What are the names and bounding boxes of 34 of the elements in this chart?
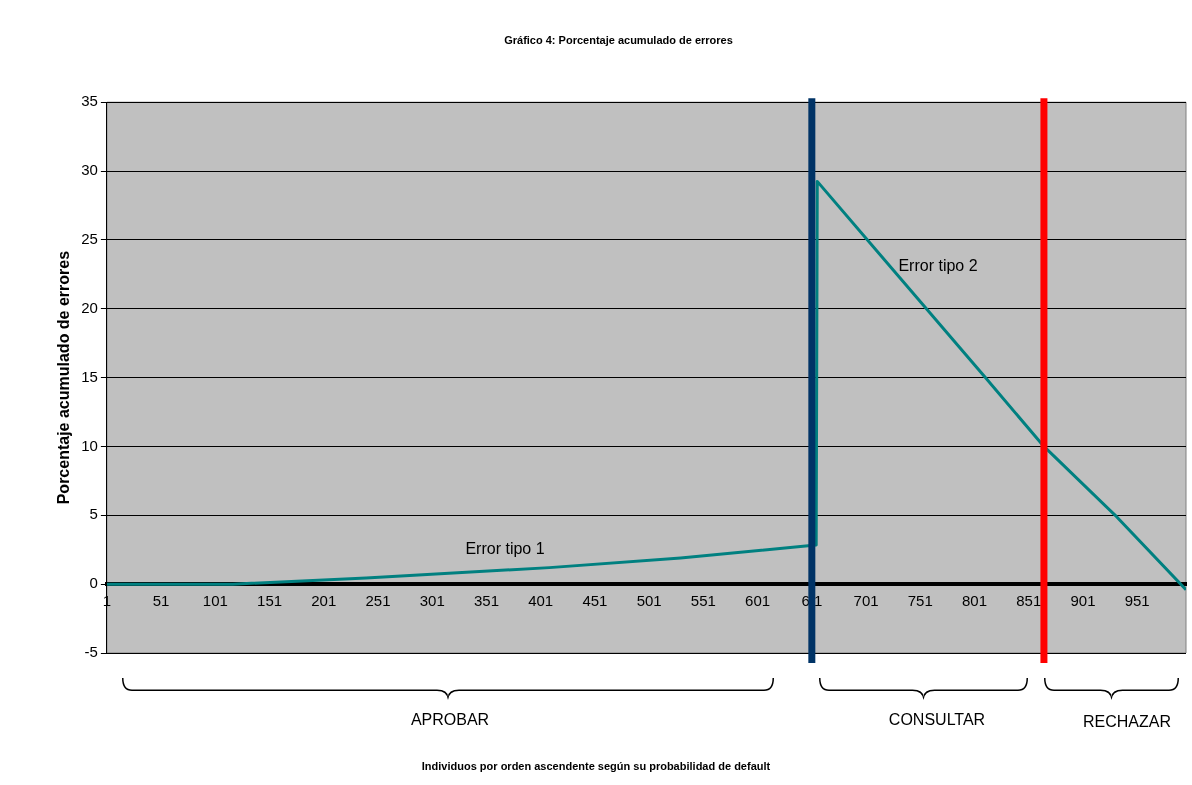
x-tick-label: 951 [1124,592,1150,610]
chart-title: Gráfico 4: Porcentaje acumulado de errores [504,33,733,46]
x-tick-label: 601 [745,592,771,610]
x-tick-label: 351 [473,592,499,610]
x-tick-label: 51 [152,592,170,610]
y-tick-label: 10 [81,436,98,454]
x-tick-label: 401 [528,592,554,610]
y-tick-label: 0 [89,574,98,592]
x-tick-label: 751 [907,592,933,610]
text: APROBAR [410,711,490,729]
y-tick-label: 20 [81,298,98,316]
text: RECHAZAR [1082,713,1172,731]
x-tick-label: 901 [1070,592,1096,610]
x-tick-label: 251 [365,592,391,610]
x-tick-label: 501 [636,592,662,610]
y-tick-label: 25 [81,230,98,248]
y-tick-label: 5 [89,505,98,523]
x-tick-label: 801 [962,592,988,610]
annotation: Error tipo 1 [465,540,545,558]
x-tick-label: 451 [582,592,608,610]
x-tick-label: 151 [257,592,283,610]
y-tick-label: 35 [81,92,98,110]
y-tick-label: -5 [84,643,98,661]
y-tick-label: 30 [81,161,98,179]
y-axis-title: Porcentaje acumulado de errores [55,250,73,505]
text: CONSULTAR [888,711,986,729]
y-tick-label: 15 [81,367,98,385]
x-tick-label: 101 [202,592,228,610]
x-tick-label: 701 [853,592,879,610]
x-tick-label: 201 [311,592,337,610]
x-tick-label: 551 [690,592,716,610]
x-tick-label: 301 [419,592,445,610]
annotation: Error tipo 2 [898,257,978,275]
text: Individuos por orden ascendente según su probabilidad de default [421,760,771,772]
